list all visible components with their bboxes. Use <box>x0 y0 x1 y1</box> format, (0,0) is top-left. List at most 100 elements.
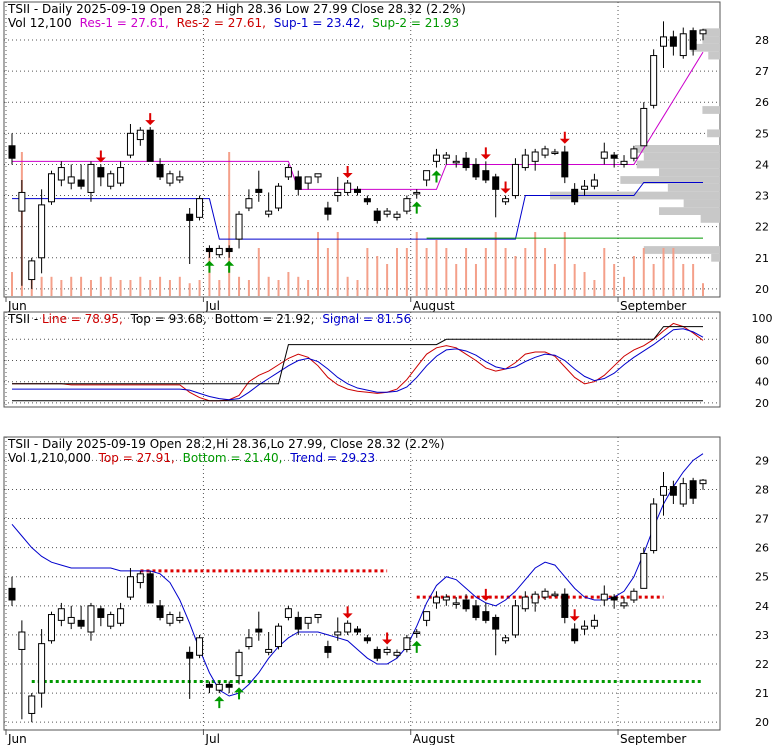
buy-arrow <box>431 170 442 183</box>
candle-body <box>679 33 687 57</box>
y-tick-label: 20 <box>755 397 769 410</box>
price-y-axis: 20 21 22 23 24 25 26 27 28 <box>755 34 769 296</box>
candle-body <box>117 608 125 624</box>
candle-body <box>324 207 332 215</box>
volume-profile <box>550 28 720 262</box>
y-tick-label: 22 <box>755 658 769 671</box>
candle-body <box>551 593 559 597</box>
candle-body <box>373 210 381 221</box>
candle-body <box>620 160 628 165</box>
candle-body <box>541 590 549 598</box>
candle-body <box>511 605 519 636</box>
sell-arrow <box>500 181 511 194</box>
candle-body <box>8 587 16 601</box>
candle-body <box>393 651 401 656</box>
candle-body <box>334 631 342 636</box>
y-tick-label: 100 <box>752 312 773 325</box>
candle-body <box>502 198 510 203</box>
signal-label: Signal = 81.56 <box>322 312 411 326</box>
x-tick-label: Jul <box>204 732 219 745</box>
x-tick-label: August <box>413 732 455 745</box>
candle-body <box>551 151 559 154</box>
trend-volume-label: Vol 1,210,000 <box>8 451 91 465</box>
candle-body <box>196 637 204 656</box>
volume-profile-bar <box>683 199 720 208</box>
candle-body <box>610 596 618 601</box>
volume-profile-bar <box>700 215 720 223</box>
candle-body <box>156 605 164 618</box>
candle-body <box>373 648 381 659</box>
volume-profile-bar <box>702 106 720 114</box>
buy-arrow <box>224 260 235 273</box>
trend-y-axis: 20 21 22 23 24 25 26 27 28 29 <box>755 454 769 729</box>
buy-arrow <box>214 696 225 709</box>
oscillator-signal-line <box>12 328 704 401</box>
volume-label: Vol 12,100 <box>8 16 72 30</box>
trend-trend-label: Trend = 29.23 <box>289 451 375 465</box>
candle-body <box>363 637 371 642</box>
candle-body <box>126 576 134 598</box>
candle-body <box>432 596 440 604</box>
candle-body <box>176 616 184 621</box>
volume-profile-bar <box>703 28 720 37</box>
candle-body <box>57 167 65 181</box>
candle-body <box>156 163 164 178</box>
candle-body <box>205 247 213 253</box>
y-tick-label: 21 <box>755 252 769 265</box>
candle-body <box>423 611 431 621</box>
candle-body <box>255 188 263 193</box>
candle-body <box>650 503 658 552</box>
candle-body <box>413 631 421 634</box>
trend-lines <box>11 453 704 697</box>
sup1-label: Sup-1 = 23.42, <box>274 16 365 30</box>
candle-body <box>284 167 292 178</box>
candle-body <box>354 188 361 193</box>
candle-body <box>186 651 194 659</box>
candle-body <box>38 643 46 694</box>
candle-body <box>304 176 312 184</box>
candle-body <box>38 204 46 259</box>
candle-body <box>600 151 608 159</box>
sell-arrow <box>559 131 570 144</box>
candle-body <box>235 213 243 240</box>
candle-body <box>245 637 253 648</box>
sup2-label: Sup-2 = 21.93 <box>372 16 459 30</box>
candle-body <box>521 154 529 169</box>
price-panel-frame <box>3 1 721 298</box>
candle-body <box>67 616 75 624</box>
candle-body <box>531 151 539 162</box>
trend-line <box>11 453 704 697</box>
candle-body <box>660 486 668 496</box>
sell-arrow <box>342 166 353 178</box>
candle-body <box>314 173 322 178</box>
volume-profile-bar <box>702 36 720 44</box>
price-candles <box>8 21 707 289</box>
candle-body <box>245 198 253 209</box>
candle-body <box>107 614 115 627</box>
candle-body <box>146 573 154 604</box>
candle-body <box>136 573 144 584</box>
candle-body <box>383 648 391 653</box>
candle-body <box>284 608 292 618</box>
candle-body <box>660 36 668 47</box>
oscillator-top-line <box>12 326 703 385</box>
candle-body <box>472 605 480 618</box>
oscillator-legend: TSII - Line = 78.95, Top = 93.68, Bottom… <box>7 312 411 326</box>
y-tick-label: 25 <box>755 127 769 140</box>
candle-body <box>531 593 539 604</box>
y-tick-label: 20 <box>755 283 769 296</box>
oscillator-y-axis: 20 40 60 80 100 <box>752 312 773 410</box>
sell-arrow <box>480 588 491 601</box>
sell-arrow <box>382 632 393 645</box>
y-tick-label: 28 <box>755 34 769 47</box>
sell-arrow <box>145 113 156 126</box>
volume-profile-bar <box>643 246 720 254</box>
candle-body <box>47 173 55 203</box>
candle-body <box>630 148 638 159</box>
candle-body <box>265 210 273 215</box>
candle-body <box>620 602 628 607</box>
y-tick-label: 60 <box>755 355 769 368</box>
candle-body <box>28 260 36 281</box>
sell-arrow <box>95 150 106 163</box>
y-tick-label: 26 <box>755 96 769 109</box>
